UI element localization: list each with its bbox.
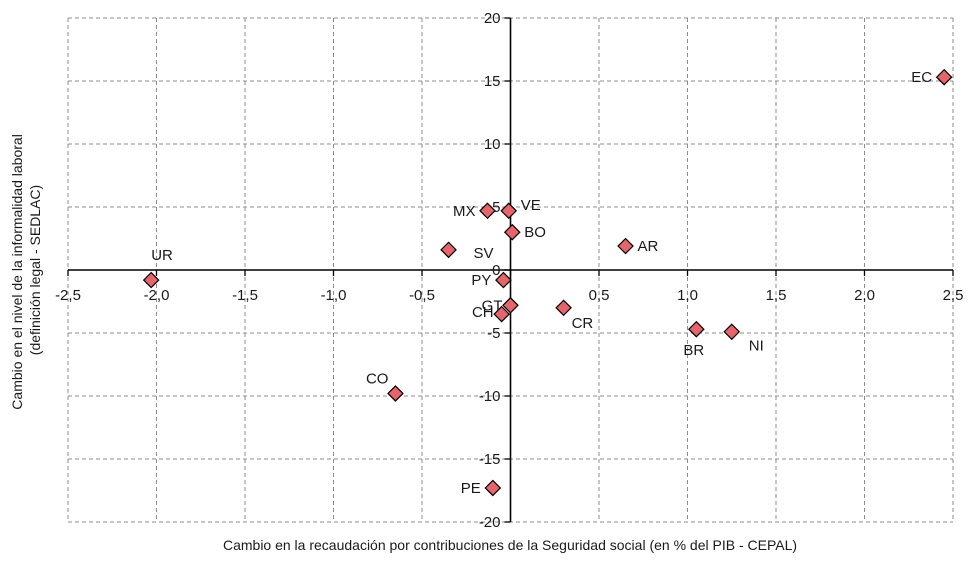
point-label-bo: BO: [524, 224, 546, 241]
point-label-ni: NI: [749, 338, 764, 355]
point-label-ar: AR: [638, 238, 659, 255]
data-point-pe: [484, 479, 502, 497]
point-label-mx: MX: [453, 203, 476, 220]
data-point-ve: [500, 202, 518, 220]
x-tick-label: -2,0: [144, 287, 170, 304]
tick-labels: -2,5 -2,0 -1,5 -1,0 -0,5 0,5 1,0 1,5 2,0 2,5 -20 -1…: [55, 10, 963, 531]
data-point-mx: [479, 202, 496, 220]
x-tick-label: 0,5: [589, 287, 610, 304]
data-point-sv: [440, 241, 457, 259]
y-tick-label: 20: [484, 10, 501, 27]
point-label-py: PY: [471, 272, 491, 289]
point-label-ve: VE: [521, 197, 541, 214]
point-label-pe: PE: [461, 480, 481, 497]
data-point-br: [688, 320, 705, 338]
data-point-ec: [935, 68, 953, 86]
x-axis-title: Cambio en la recaudación por contribucio…: [223, 537, 797, 553]
point-label-sv: SV: [474, 245, 494, 262]
data-point-ur: [142, 271, 160, 289]
y-tick-label: -10: [479, 388, 501, 405]
data-point-ch: [493, 305, 510, 323]
data-point-cr: [555, 299, 572, 317]
point-label-br: BR: [683, 342, 704, 359]
x-tick-label: 2,5: [943, 287, 964, 304]
x-tick-label: 1,0: [677, 287, 698, 304]
data-point-py: [495, 271, 512, 289]
point-label-co: CO: [366, 370, 389, 387]
x-tick-label: 1,5: [766, 287, 787, 304]
x-tick-label: 2,0: [854, 287, 875, 304]
y-tick-label: -20: [479, 514, 501, 531]
point-label-ch: CH: [472, 304, 494, 321]
point-label-ur: UR: [151, 247, 173, 264]
x-tick-label: -0,5: [409, 287, 435, 304]
y-axis-title: Cambio en el nivel de la informalidad la…: [9, 130, 43, 409]
data-point-gt: [502, 296, 519, 314]
data-point-ar: [617, 237, 634, 255]
y-axis-title-line-1: Cambio en el nivel de la informalidad la…: [9, 134, 25, 410]
data-point-co: [387, 385, 404, 402]
axes: [67, 17, 954, 523]
y-tick-label: 10: [484, 136, 501, 153]
x-tick-label: -2,5: [55, 287, 81, 304]
point-label-gt: GT: [482, 297, 503, 314]
point-label-cr: CR: [572, 315, 594, 332]
y-tick-label: 15: [484, 73, 501, 90]
y-axis-title-line-2: (definición legal - SEDLAC): [27, 185, 43, 355]
data-point-ni: [723, 323, 741, 341]
y-tick-label: -5: [487, 325, 500, 342]
x-tick-label: -1,5: [232, 287, 258, 304]
data-points: [142, 68, 953, 497]
point-label-ec: EC: [911, 69, 932, 86]
y-tick-label: 0: [492, 262, 500, 279]
point-labels: EC UR MX VE BO SV AR PY GT CR CH BR NI CO PE: [151, 69, 932, 497]
data-point-bo: [503, 223, 521, 241]
x-tick-label: -1,0: [321, 287, 347, 304]
y-tick-label: 5: [492, 199, 500, 216]
y-tick-label: -15: [479, 451, 501, 468]
